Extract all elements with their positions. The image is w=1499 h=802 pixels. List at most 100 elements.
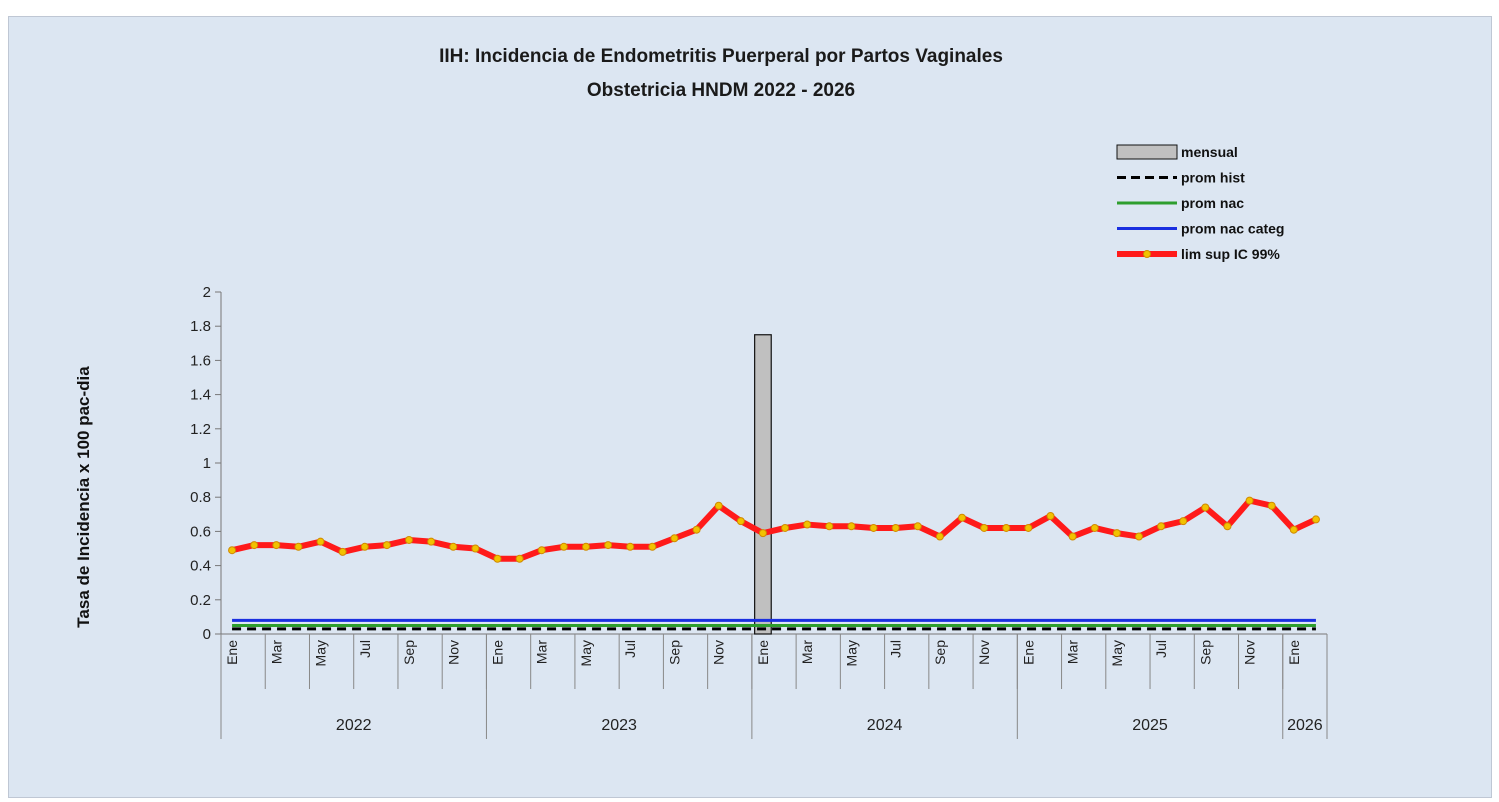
lim-sup-point bbox=[537, 546, 546, 555]
lim-sup-point bbox=[515, 554, 524, 563]
lim-sup-point bbox=[1002, 523, 1011, 532]
lim-sup-point bbox=[1112, 529, 1121, 538]
mensual-bar bbox=[754, 334, 772, 635]
lim-sup-point bbox=[980, 523, 989, 532]
x-month-label: Nov bbox=[976, 640, 992, 665]
lim-sup-point bbox=[1179, 517, 1188, 526]
y-axis: 0 0.2 0.4 0.6 0.8 1 1.2 1.4 1.6 1.8 2 bbox=[190, 284, 222, 643]
x-month-label: Jul bbox=[888, 640, 904, 658]
lim-sup-point bbox=[758, 529, 767, 538]
x-month-label: Mar bbox=[1065, 640, 1081, 664]
y-tick-label: 0.8 bbox=[190, 489, 211, 506]
x-year-label: 2023 bbox=[601, 717, 637, 734]
lim-sup-point bbox=[1046, 512, 1055, 521]
chart-title: IIH: Incidencia de Endometritis Puerpera… bbox=[439, 46, 1003, 67]
mensual-bars bbox=[754, 334, 772, 635]
reference-lines bbox=[232, 618, 1316, 631]
lim-sup-series bbox=[228, 496, 1320, 563]
lim-sup-point bbox=[338, 547, 347, 556]
legend-label: mensual bbox=[1181, 144, 1238, 160]
y-tick-label: 1.6 bbox=[190, 352, 211, 369]
legend-swatch-mensual bbox=[1116, 144, 1178, 160]
lim-sup-point bbox=[1090, 523, 1099, 532]
x-month-label: Ene bbox=[1020, 640, 1036, 665]
x-month-label: Mar bbox=[268, 640, 284, 664]
x-year-label: 2022 bbox=[336, 717, 372, 734]
y-tick-label: 2 bbox=[203, 284, 211, 301]
lim-sup-point bbox=[250, 541, 259, 550]
legend-swatch-lim-sup-marker bbox=[1143, 250, 1151, 258]
lim-sup-point bbox=[781, 523, 790, 532]
y-tick-label: 0 bbox=[203, 626, 211, 643]
y-tick-label: 1 bbox=[203, 455, 211, 472]
lim-sup-point bbox=[493, 554, 502, 563]
chart-area: IIH: Incidencia de Endometritis Puerpera… bbox=[8, 16, 1492, 798]
x-month-label: Sep bbox=[401, 640, 417, 665]
lim-sup-point bbox=[1068, 532, 1077, 541]
lim-sup-point bbox=[405, 535, 414, 544]
x-month-label: Nov bbox=[1242, 640, 1258, 665]
x-axis: Ene Mar May Jul Sep Nov Ene Mar May Jul Sep Nov Ene M… bbox=[220, 633, 1328, 739]
x-month-label: Jul bbox=[1153, 640, 1169, 658]
chart-subtitle: Obstetricia HNDM 2022 - 2026 bbox=[587, 80, 855, 101]
lim-sup-point bbox=[847, 522, 856, 531]
x-month-label: Jul bbox=[622, 640, 638, 658]
legend-label: lim sup IC 99% bbox=[1181, 246, 1280, 262]
y-tick-label: 1.8 bbox=[190, 318, 211, 335]
x-month-label: Ene bbox=[490, 640, 506, 665]
y-tick-label: 0.2 bbox=[190, 592, 211, 609]
x-year-label: 2024 bbox=[867, 717, 903, 734]
lim-sup-point bbox=[626, 542, 635, 551]
lim-sup-point bbox=[1267, 501, 1276, 510]
x-month-label: May bbox=[1109, 640, 1125, 666]
legend-label: prom nac categ bbox=[1181, 221, 1284, 237]
x-month-label: Mar bbox=[799, 640, 815, 664]
y-tick-label: 0.6 bbox=[190, 523, 211, 540]
lim-sup-point bbox=[228, 546, 237, 555]
lim-sup-point bbox=[1157, 522, 1166, 531]
x-month-label: Mar bbox=[534, 640, 550, 664]
lim-sup-point bbox=[891, 523, 900, 532]
lim-sup-point bbox=[382, 541, 391, 550]
x-month-label: May bbox=[313, 640, 329, 666]
y-axis-label: Tasa de Incidencia x 100 pac-dia bbox=[74, 366, 93, 628]
x-month-label: Nov bbox=[445, 640, 461, 665]
x-month-label: Nov bbox=[711, 640, 727, 665]
y-tick-label: 0.4 bbox=[190, 558, 211, 575]
chart-canvas: IIH: Incidencia de Endometritis Puerpera… bbox=[74, 46, 1328, 739]
x-month-label: Jul bbox=[357, 640, 373, 658]
lim-sup-point bbox=[272, 541, 281, 550]
lim-sup-point bbox=[1024, 523, 1033, 532]
x-month-label: Sep bbox=[932, 640, 948, 665]
lim-sup-point bbox=[1311, 515, 1320, 524]
lim-sup-point bbox=[648, 542, 657, 551]
lim-sup-point bbox=[449, 542, 458, 551]
lim-sup-point bbox=[692, 525, 701, 534]
lim-sup-point bbox=[316, 537, 325, 546]
lim-sup-point bbox=[559, 542, 568, 551]
lim-sup-point bbox=[913, 522, 922, 531]
lim-sup-line bbox=[231, 497, 1318, 562]
lim-sup-point bbox=[869, 523, 878, 532]
y-tick-label: 1.2 bbox=[190, 421, 211, 438]
lim-sup-point bbox=[803, 520, 812, 529]
lim-sup-point bbox=[935, 532, 944, 541]
lim-sup-point bbox=[1223, 522, 1232, 531]
lim-sup-point bbox=[1245, 496, 1254, 505]
x-month-label: Ene bbox=[1286, 640, 1302, 665]
x-month-label: May bbox=[578, 640, 594, 666]
lim-sup-point bbox=[736, 517, 745, 526]
lim-sup-point bbox=[604, 541, 613, 550]
lim-sup-point bbox=[825, 522, 834, 531]
x-month-label: Sep bbox=[1197, 640, 1213, 665]
lim-sup-point bbox=[1134, 532, 1143, 541]
x-year-label: 2026 bbox=[1287, 717, 1323, 734]
legend-label: prom hist bbox=[1181, 170, 1245, 186]
lim-sup-point bbox=[958, 513, 967, 522]
lim-sup-point bbox=[670, 534, 679, 543]
lim-sup-point bbox=[714, 501, 723, 510]
y-tick-label: 1.4 bbox=[190, 387, 211, 404]
lim-sup-point bbox=[294, 542, 303, 551]
x-year-label: 2025 bbox=[1132, 717, 1168, 734]
lim-sup-point bbox=[1201, 503, 1210, 512]
